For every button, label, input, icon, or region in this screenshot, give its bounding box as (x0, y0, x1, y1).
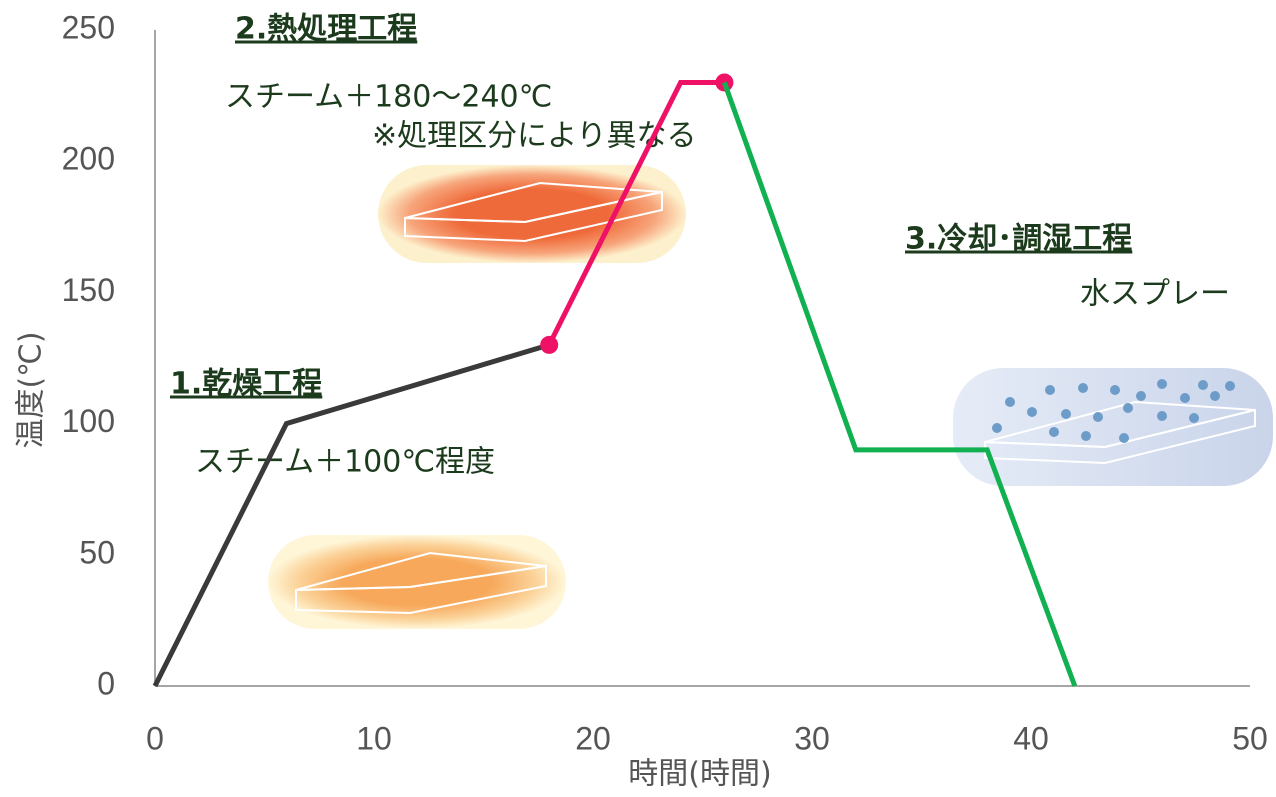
y-tick-label: 250 (62, 9, 115, 45)
x-tick-label: 30 (794, 720, 830, 756)
annotation: 3.冷却･調湿工程 (905, 222, 1132, 257)
x-tick-label: 50 (1232, 720, 1268, 756)
annotation: 2.熱処理工程 (235, 12, 417, 47)
y-tick-label: 0 (97, 665, 115, 701)
annotation: ※処理区分により異なる (372, 119, 697, 154)
board-glow (953, 368, 1273, 486)
annotation: スチーム＋100℃程度 (195, 445, 495, 480)
annotation: 水スプレー (1080, 277, 1230, 312)
annotation: スチーム＋180〜240℃ (225, 80, 552, 115)
y-tick-label: 50 (79, 534, 115, 570)
line (152, 342, 550, 688)
y-tick-label: 100 (62, 403, 115, 439)
x-tick-label: 10 (356, 720, 392, 756)
x-axis-title: 時間(時間) (628, 757, 771, 792)
x-tick-label: 20 (575, 720, 611, 756)
y-tick-label: 200 (62, 141, 115, 177)
y-axis-title: 温度(℃) (14, 331, 49, 448)
marker (540, 335, 559, 354)
board-glow (268, 535, 566, 629)
board (404, 190, 663, 243)
line (546, 79, 725, 346)
x-tick-label: 0 (146, 720, 164, 756)
line (722, 81, 1078, 687)
droplets (992, 379, 1235, 443)
annotation: 1.乾燥工程 (170, 367, 322, 402)
decoration (268, 165, 1273, 629)
board (984, 408, 1256, 465)
y-tick-label: 150 (62, 272, 115, 308)
board (295, 564, 547, 615)
x-tick-label: 40 (1013, 720, 1049, 756)
